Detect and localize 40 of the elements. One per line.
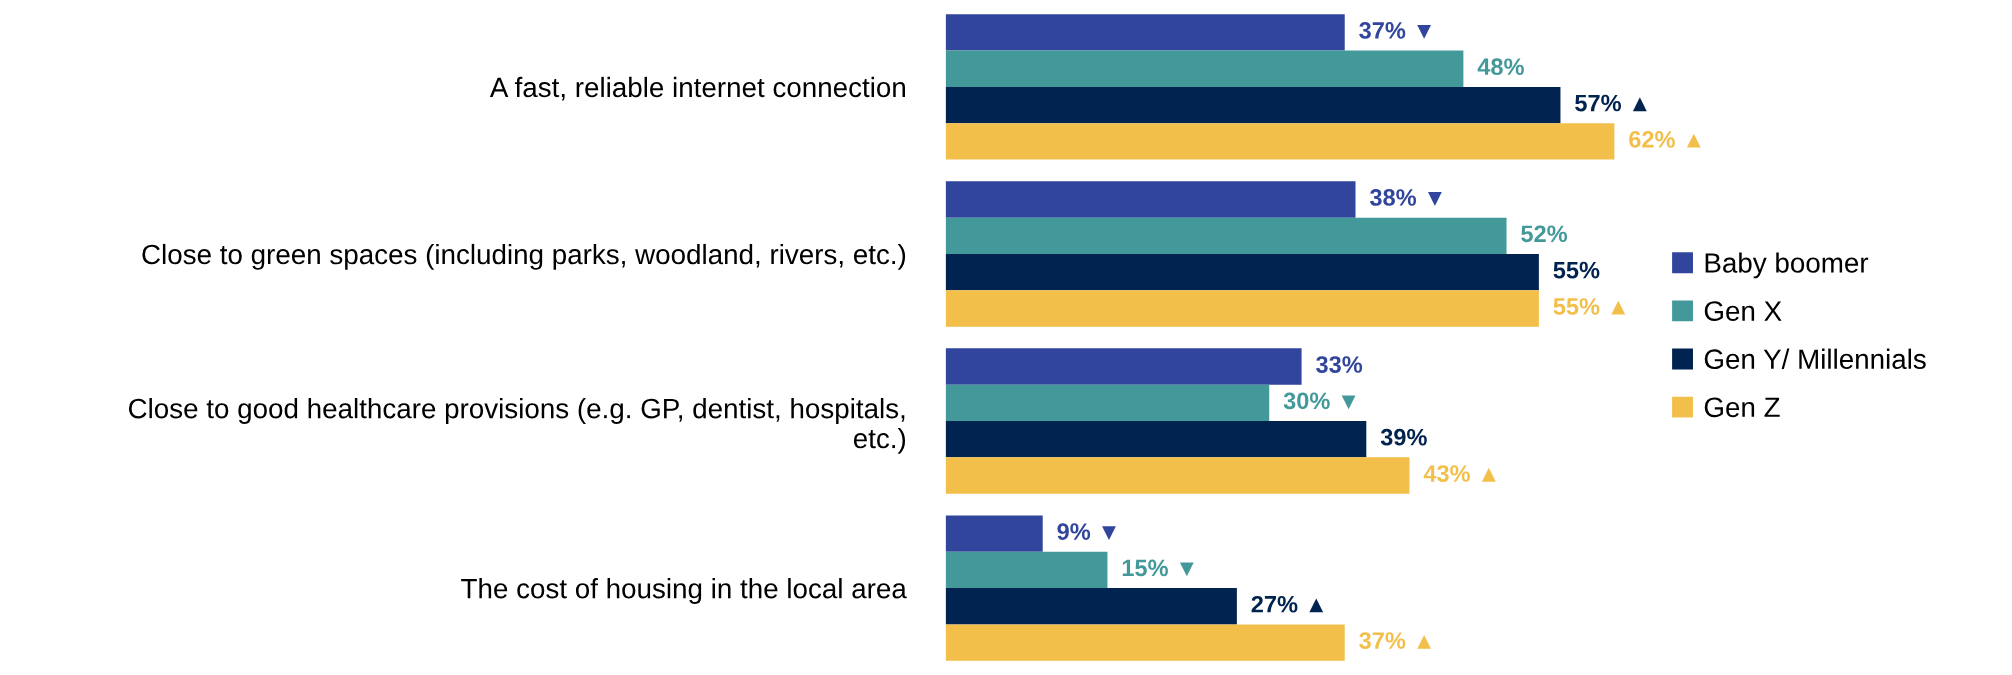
bar <box>945 551 1108 589</box>
data-label: 52% <box>1521 225 1568 243</box>
bar <box>945 181 1356 218</box>
bar <box>945 624 1345 661</box>
data-label: 62% ▲ <box>1629 131 1701 148</box>
bar <box>945 14 1345 51</box>
bar <box>945 253 1539 291</box>
bar <box>945 348 1302 385</box>
data-label: 27% ▲ <box>1251 595 1324 613</box>
legend-label: Baby boomer <box>1705 252 1869 279</box>
data-label: 33% <box>1316 356 1363 373</box>
bar <box>945 290 1539 327</box>
bar <box>945 217 1507 254</box>
data-label: 57% ▲ <box>1575 94 1647 112</box>
bar <box>945 457 1410 494</box>
data-label: 38% ▼ <box>1369 189 1442 206</box>
data-label: 37% ▼ <box>1359 22 1432 39</box>
bar <box>945 50 1464 87</box>
bar <box>945 515 1043 552</box>
legend-label: Gen Y/ Millennials <box>1704 348 1926 370</box>
data-label: 37% ▲ <box>1359 632 1432 649</box>
y-tick-label: The cost of housing in the local area <box>461 578 907 604</box>
y-tick-label: Close to green spaces (including parks, woodland, rivers, etc.) <box>142 243 906 270</box>
data-label: 43% ▲ <box>1423 465 1496 482</box>
bar <box>945 123 1615 160</box>
bar <box>945 588 1237 625</box>
data-label: 55% ▲ <box>1553 298 1626 315</box>
data-label: 9% ▼ <box>1057 523 1116 541</box>
legend-label: Gen Z <box>1704 397 1780 418</box>
data-label: 55% <box>1553 261 1600 279</box>
bar <box>945 421 1367 458</box>
data-label: 30% ▼ <box>1283 392 1356 410</box>
y-tick-label: Close to good healthcare provisions (e.g. GP, dentist, hospitals, etc.) <box>128 398 906 454</box>
bar <box>945 86 1561 124</box>
data-label: 15% ▼ <box>1122 559 1194 577</box>
data-label: 48% <box>1477 58 1524 76</box>
y-tick-label: A fast, reliable internet connection <box>489 76 905 101</box>
legend-label: Gen X <box>1704 301 1782 321</box>
bar <box>945 384 1270 422</box>
data-label: 39% <box>1380 428 1427 446</box>
